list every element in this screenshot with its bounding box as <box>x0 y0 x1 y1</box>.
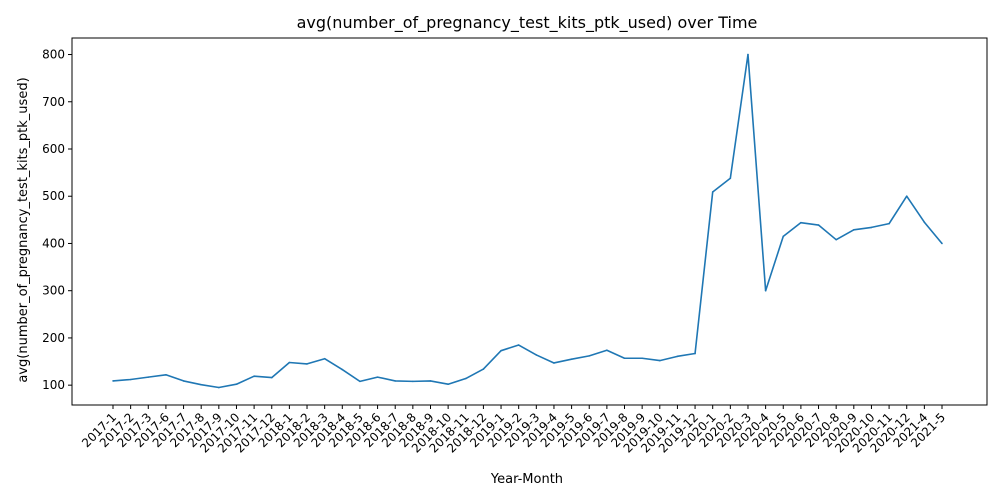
y-tick-label: 700 <box>42 95 65 109</box>
data-point <box>800 221 802 224</box>
data-point <box>641 357 643 360</box>
data-point <box>394 380 397 382</box>
data-point <box>447 383 449 386</box>
data-point <box>941 242 943 245</box>
data-point <box>412 380 414 383</box>
data-point <box>905 195 908 198</box>
data-point <box>517 344 520 346</box>
plot-frame <box>71 37 988 406</box>
series-line <box>112 53 943 389</box>
y-axis-label: avg(number_of_pregnancy_test_kits_ptk_us… <box>16 77 31 382</box>
data-point <box>570 358 573 360</box>
data-point <box>676 355 679 358</box>
data-point <box>147 376 150 378</box>
y-tick-label: 200 <box>42 331 65 345</box>
chart-title: avg(number_of_pregnancy_test_kits_ptk_us… <box>297 13 758 33</box>
x-axis: 2017-12017-22017-32017-62017-72017-82017… <box>79 405 948 456</box>
y-tick-label: 600 <box>42 142 65 156</box>
y-tick-label: 800 <box>42 48 65 62</box>
data-point <box>782 235 785 238</box>
series-layer <box>112 53 943 389</box>
data-point <box>165 373 167 376</box>
data-point <box>853 228 855 231</box>
data-point <box>376 376 379 378</box>
data-point <box>359 380 361 383</box>
data-point <box>764 289 767 292</box>
data-point <box>288 361 291 364</box>
data-point <box>835 238 837 241</box>
data-point <box>429 380 432 382</box>
data-point <box>464 377 467 380</box>
y-tick-label: 100 <box>42 378 65 392</box>
data-point <box>482 368 485 370</box>
data-point <box>553 362 555 364</box>
data-point <box>747 53 749 56</box>
y-axis: 100 200 300 400 500 600 700 800 <box>42 48 72 392</box>
data-point <box>606 349 608 352</box>
data-point <box>182 380 185 382</box>
y-tick-label: 500 <box>42 189 65 203</box>
data-point <box>535 354 538 356</box>
data-point <box>817 224 820 226</box>
y-tick-label: 300 <box>42 284 65 298</box>
data-point <box>888 222 890 225</box>
data-point <box>870 226 873 229</box>
data-point <box>112 380 114 382</box>
y-tick-label: 400 <box>42 236 65 250</box>
data-point <box>623 357 626 360</box>
data-point <box>711 191 714 193</box>
data-point <box>200 383 202 386</box>
data-point <box>729 177 732 180</box>
data-point <box>500 349 502 352</box>
data-point <box>658 359 661 362</box>
data-point <box>694 352 696 355</box>
data-point <box>253 375 255 377</box>
data-point <box>588 355 591 357</box>
data-point <box>323 357 326 360</box>
data-point <box>306 363 308 365</box>
data-point <box>341 368 344 371</box>
data-point <box>270 376 273 379</box>
data-point <box>923 221 926 224</box>
data-point <box>235 383 238 386</box>
x-axis-label: Year-Month <box>490 472 563 487</box>
data-point <box>129 378 132 381</box>
data-point <box>218 386 220 389</box>
